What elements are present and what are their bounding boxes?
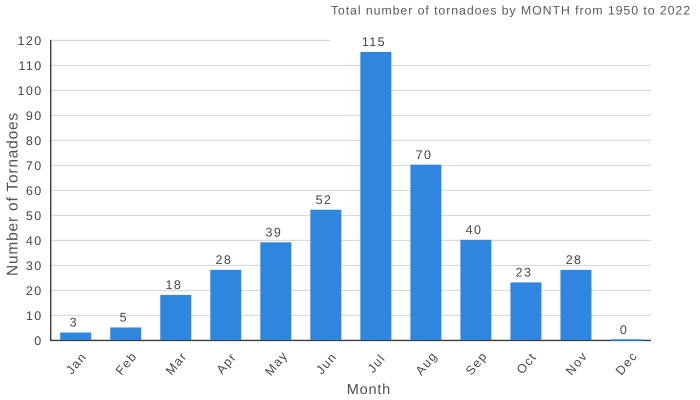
svg-text:60: 60 — [26, 184, 43, 198]
svg-text:0: 0 — [34, 334, 42, 348]
svg-text:80: 80 — [26, 134, 43, 148]
svg-text:3: 3 — [70, 316, 78, 330]
svg-text:90: 90 — [26, 109, 43, 123]
svg-text:23: 23 — [516, 266, 533, 280]
svg-text:28: 28 — [566, 253, 583, 267]
svg-text:70: 70 — [26, 159, 43, 173]
svg-text:39: 39 — [266, 226, 283, 240]
svg-text:Month: Month — [347, 382, 391, 398]
svg-text:28: 28 — [216, 253, 233, 267]
svg-text:110: 110 — [18, 59, 42, 73]
svg-text:18: 18 — [166, 278, 183, 292]
svg-text:Total number of tornadoes by M: Total number of tornadoes by MONTH from … — [331, 4, 691, 18]
svg-text:52: 52 — [316, 193, 333, 207]
svg-text:50: 50 — [26, 209, 43, 223]
svg-text:70: 70 — [416, 148, 433, 162]
svg-text:Number of Tornadoes: Number of Tornadoes — [5, 112, 22, 276]
svg-text:100: 100 — [18, 84, 43, 98]
svg-text:120: 120 — [18, 34, 43, 48]
svg-text:5: 5 — [120, 311, 128, 325]
svg-text:20: 20 — [26, 284, 43, 298]
svg-text:40: 40 — [26, 234, 43, 248]
svg-text:10: 10 — [26, 309, 43, 323]
svg-text:30: 30 — [26, 259, 43, 273]
svg-text:115: 115 — [362, 35, 386, 49]
svg-text:40: 40 — [466, 223, 483, 237]
svg-text:0: 0 — [620, 323, 628, 337]
